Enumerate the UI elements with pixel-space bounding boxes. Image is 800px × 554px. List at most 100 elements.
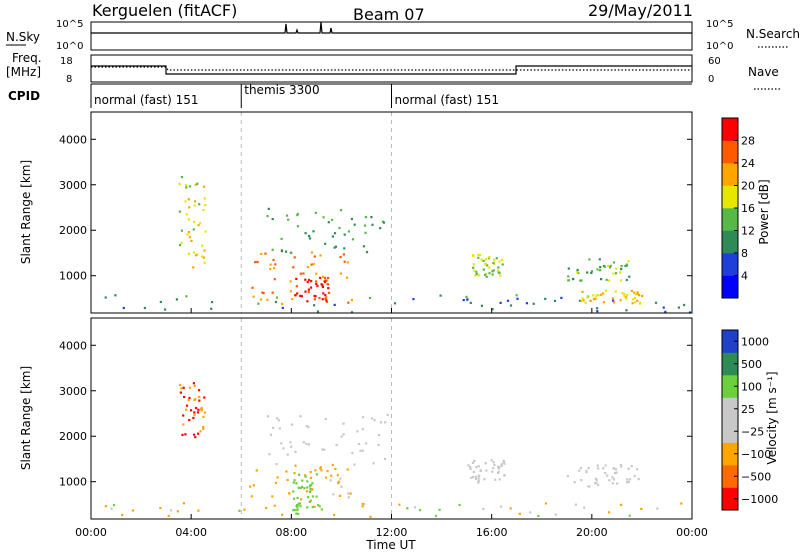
- echo-cell: [201, 244, 204, 247]
- echo-cell: [293, 508, 296, 511]
- cpid-segment-label: normal (fast) 151: [395, 93, 499, 107]
- echo-cell: [164, 308, 167, 311]
- echo-cell: [596, 464, 599, 467]
- echo-cell: [159, 507, 162, 510]
- echo-cell: [185, 295, 188, 298]
- echo-cell: [202, 415, 205, 418]
- echo-cell: [586, 271, 589, 274]
- echo-cell: [200, 255, 204, 258]
- echo-cell: [294, 294, 297, 297]
- echo-cell: [180, 241, 183, 244]
- echo-cell: [614, 272, 618, 275]
- echo-cell: [250, 495, 253, 498]
- echo-cell: [469, 301, 472, 304]
- colorbar-tick-label: 25: [741, 403, 755, 416]
- echo-cell: [308, 234, 311, 238]
- y-tick-label: 1000: [59, 270, 87, 283]
- echo-cell: [175, 298, 178, 301]
- echo-cell: [497, 471, 500, 474]
- echo-cell: [193, 411, 196, 414]
- cpid-segment-label: normal (fast) 151: [94, 93, 198, 107]
- echo-cell: [525, 302, 528, 305]
- echo-region: [178, 176, 207, 269]
- echo-cell: [295, 482, 298, 485]
- echo-cell: [595, 481, 598, 484]
- power-ylabel: Slant Range [km]: [19, 160, 33, 264]
- echo-region: [179, 382, 206, 439]
- echo-cell: [500, 505, 503, 508]
- echo-cell: [624, 264, 627, 268]
- echo-cell: [438, 508, 441, 511]
- echo-cell: [307, 496, 310, 499]
- echo-cell: [498, 478, 501, 481]
- echo-cell: [302, 272, 305, 275]
- echo-cell: [312, 230, 315, 233]
- echo-cell: [664, 310, 667, 313]
- echo-cell: [300, 498, 303, 501]
- echo-cell: [419, 509, 422, 512]
- echo-cell: [537, 514, 540, 517]
- date-title: 29/May/2011: [588, 1, 693, 20]
- echo-cell: [592, 294, 595, 297]
- echo-cell: [327, 287, 330, 290]
- echo-cell: [347, 301, 350, 304]
- echo-cell: [477, 465, 480, 468]
- echo-cell: [326, 470, 329, 473]
- echo-cell: [180, 387, 183, 390]
- echo-cell: [581, 297, 584, 300]
- echo-cell: [630, 465, 633, 468]
- echo-cell: [296, 225, 300, 228]
- echo-cell: [259, 298, 263, 301]
- echo-cell: [272, 258, 275, 262]
- echo-cell: [588, 258, 591, 261]
- echo-cell: [340, 485, 343, 488]
- echo-cell: [631, 298, 635, 301]
- echo-cell: [306, 486, 309, 489]
- echo-cell: [498, 466, 501, 469]
- echo-cell: [299, 486, 302, 490]
- echo-cell: [370, 417, 374, 420]
- echo-cell: [182, 414, 185, 417]
- echo-cell: [493, 463, 496, 467]
- echo-cell: [264, 252, 267, 255]
- echo-cell: [626, 481, 629, 484]
- echo-cell: [361, 449, 364, 452]
- echo-cell: [625, 278, 628, 282]
- echo-cell: [321, 285, 324, 289]
- power-y-axis: 1000 2000 3000 4000: [59, 133, 692, 283]
- echo-cell: [269, 433, 272, 436]
- echo-cell: [576, 271, 579, 274]
- echo-cell: [587, 467, 590, 470]
- freq-label-line1: Freq.: [12, 51, 42, 65]
- echo-cell: [314, 211, 317, 214]
- colorbar-swatch: [722, 420, 738, 443]
- echo-cell: [560, 296, 563, 299]
- echo-cell: [491, 470, 494, 473]
- echo-cell: [268, 453, 271, 456]
- echo-cell: [501, 263, 504, 266]
- echo-cell: [474, 274, 477, 277]
- echo-cell: [285, 470, 288, 473]
- echo-cell: [181, 433, 184, 436]
- echo-cell: [506, 299, 510, 302]
- echo-cell: [357, 442, 361, 446]
- echo-cell: [597, 294, 600, 297]
- echo-cell: [611, 476, 614, 479]
- echo-cell: [623, 292, 626, 296]
- echo-cell: [477, 481, 480, 484]
- echo-cell: [477, 479, 480, 483]
- echo-cell: [492, 461, 495, 464]
- echo-cell: [371, 223, 374, 226]
- echo-cell: [269, 267, 272, 270]
- echo-cell: [630, 289, 633, 293]
- echo-cell: [337, 480, 341, 483]
- echo-cell: [581, 290, 584, 293]
- echo-cell: [492, 467, 495, 470]
- echo-cell: [326, 283, 330, 286]
- x-tick-label: 12:00: [376, 526, 408, 539]
- y-tick-label: 3000: [59, 179, 87, 192]
- echo-cell: [179, 391, 182, 394]
- echo-cell: [288, 492, 291, 495]
- x-tick-label: 00:00: [676, 526, 708, 539]
- echo-cell: [311, 505, 314, 509]
